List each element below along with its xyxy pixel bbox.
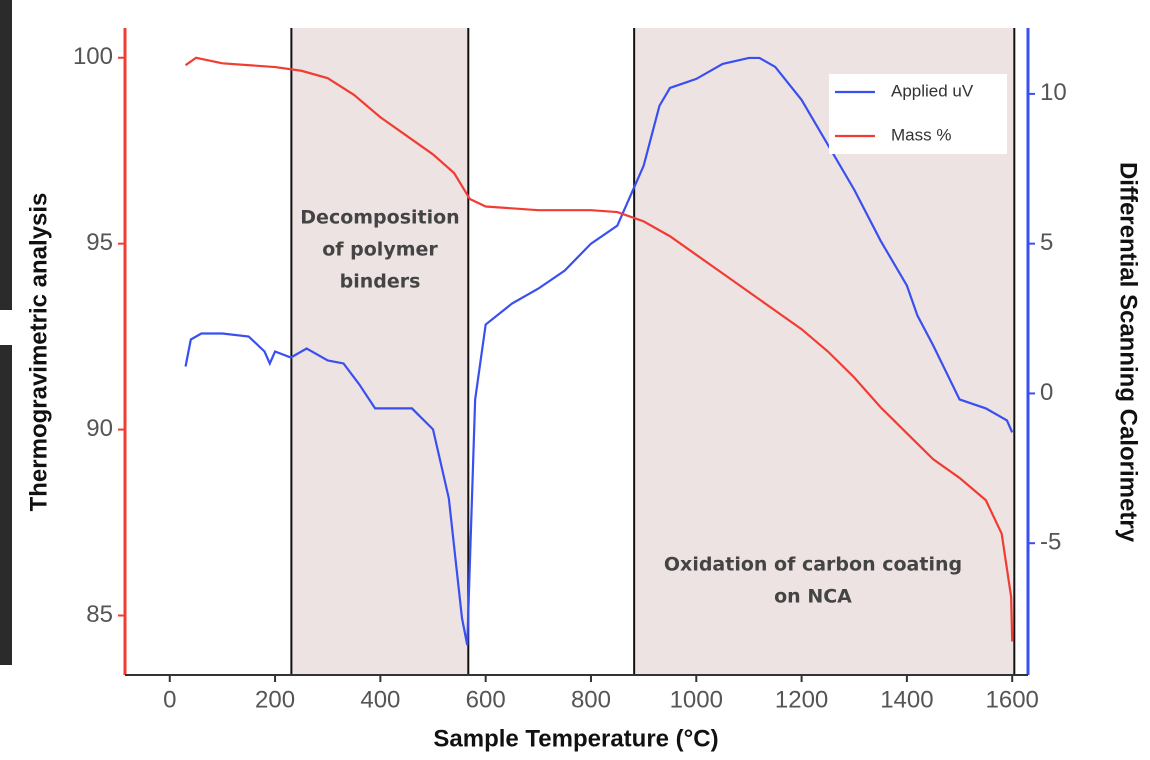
x-tick-label: 600 [466, 686, 506, 713]
annotation: binders [340, 271, 421, 293]
y2-tick-label: 0 [1040, 379, 1053, 406]
x-tick-label: 1600 [986, 686, 1039, 713]
x-tick-label: 400 [360, 686, 400, 713]
background-strip [0, 0, 12, 310]
plot [184, 56, 1014, 646]
y2-tick-label: -5 [1040, 529, 1061, 556]
legend-label: Mass % [891, 125, 951, 144]
y2-tick-label: 10 [1040, 79, 1067, 106]
x-tick-label: 1400 [880, 686, 933, 713]
data-line [184, 56, 1014, 642]
legend-label: Applied uV [891, 81, 974, 100]
x-tick-label: 1000 [670, 686, 723, 713]
y-axis-title: Thermogravimetric analysis [25, 193, 52, 512]
y-tick-label: 90 [86, 415, 113, 442]
y-tick-label: 100 [73, 43, 113, 70]
annotation: Oxidation of carbon coating [664, 554, 962, 576]
annotation: of polymer [322, 239, 438, 261]
x-tick-label: 800 [571, 686, 611, 713]
x-tick-label: 1200 [775, 686, 828, 713]
x-axis-title: Sample Temperature (°C) [433, 725, 718, 752]
annotation: Decomposition [300, 207, 459, 229]
legend-box [829, 74, 1007, 154]
regions [290, 28, 1016, 675]
y-tick-label: 95 [86, 229, 113, 256]
background-strip [0, 345, 12, 665]
y2-tick-label: 5 [1040, 229, 1053, 256]
x-tick-label: 0 [163, 686, 176, 713]
data-line [184, 56, 1014, 646]
annotation: on NCA [774, 586, 852, 608]
y2-axis-title: Differential Scanning Calorimetry [1115, 162, 1142, 543]
y-tick-label: 85 [86, 601, 113, 628]
shaded-region [291, 28, 469, 675]
x-tick-label: 200 [255, 686, 295, 713]
